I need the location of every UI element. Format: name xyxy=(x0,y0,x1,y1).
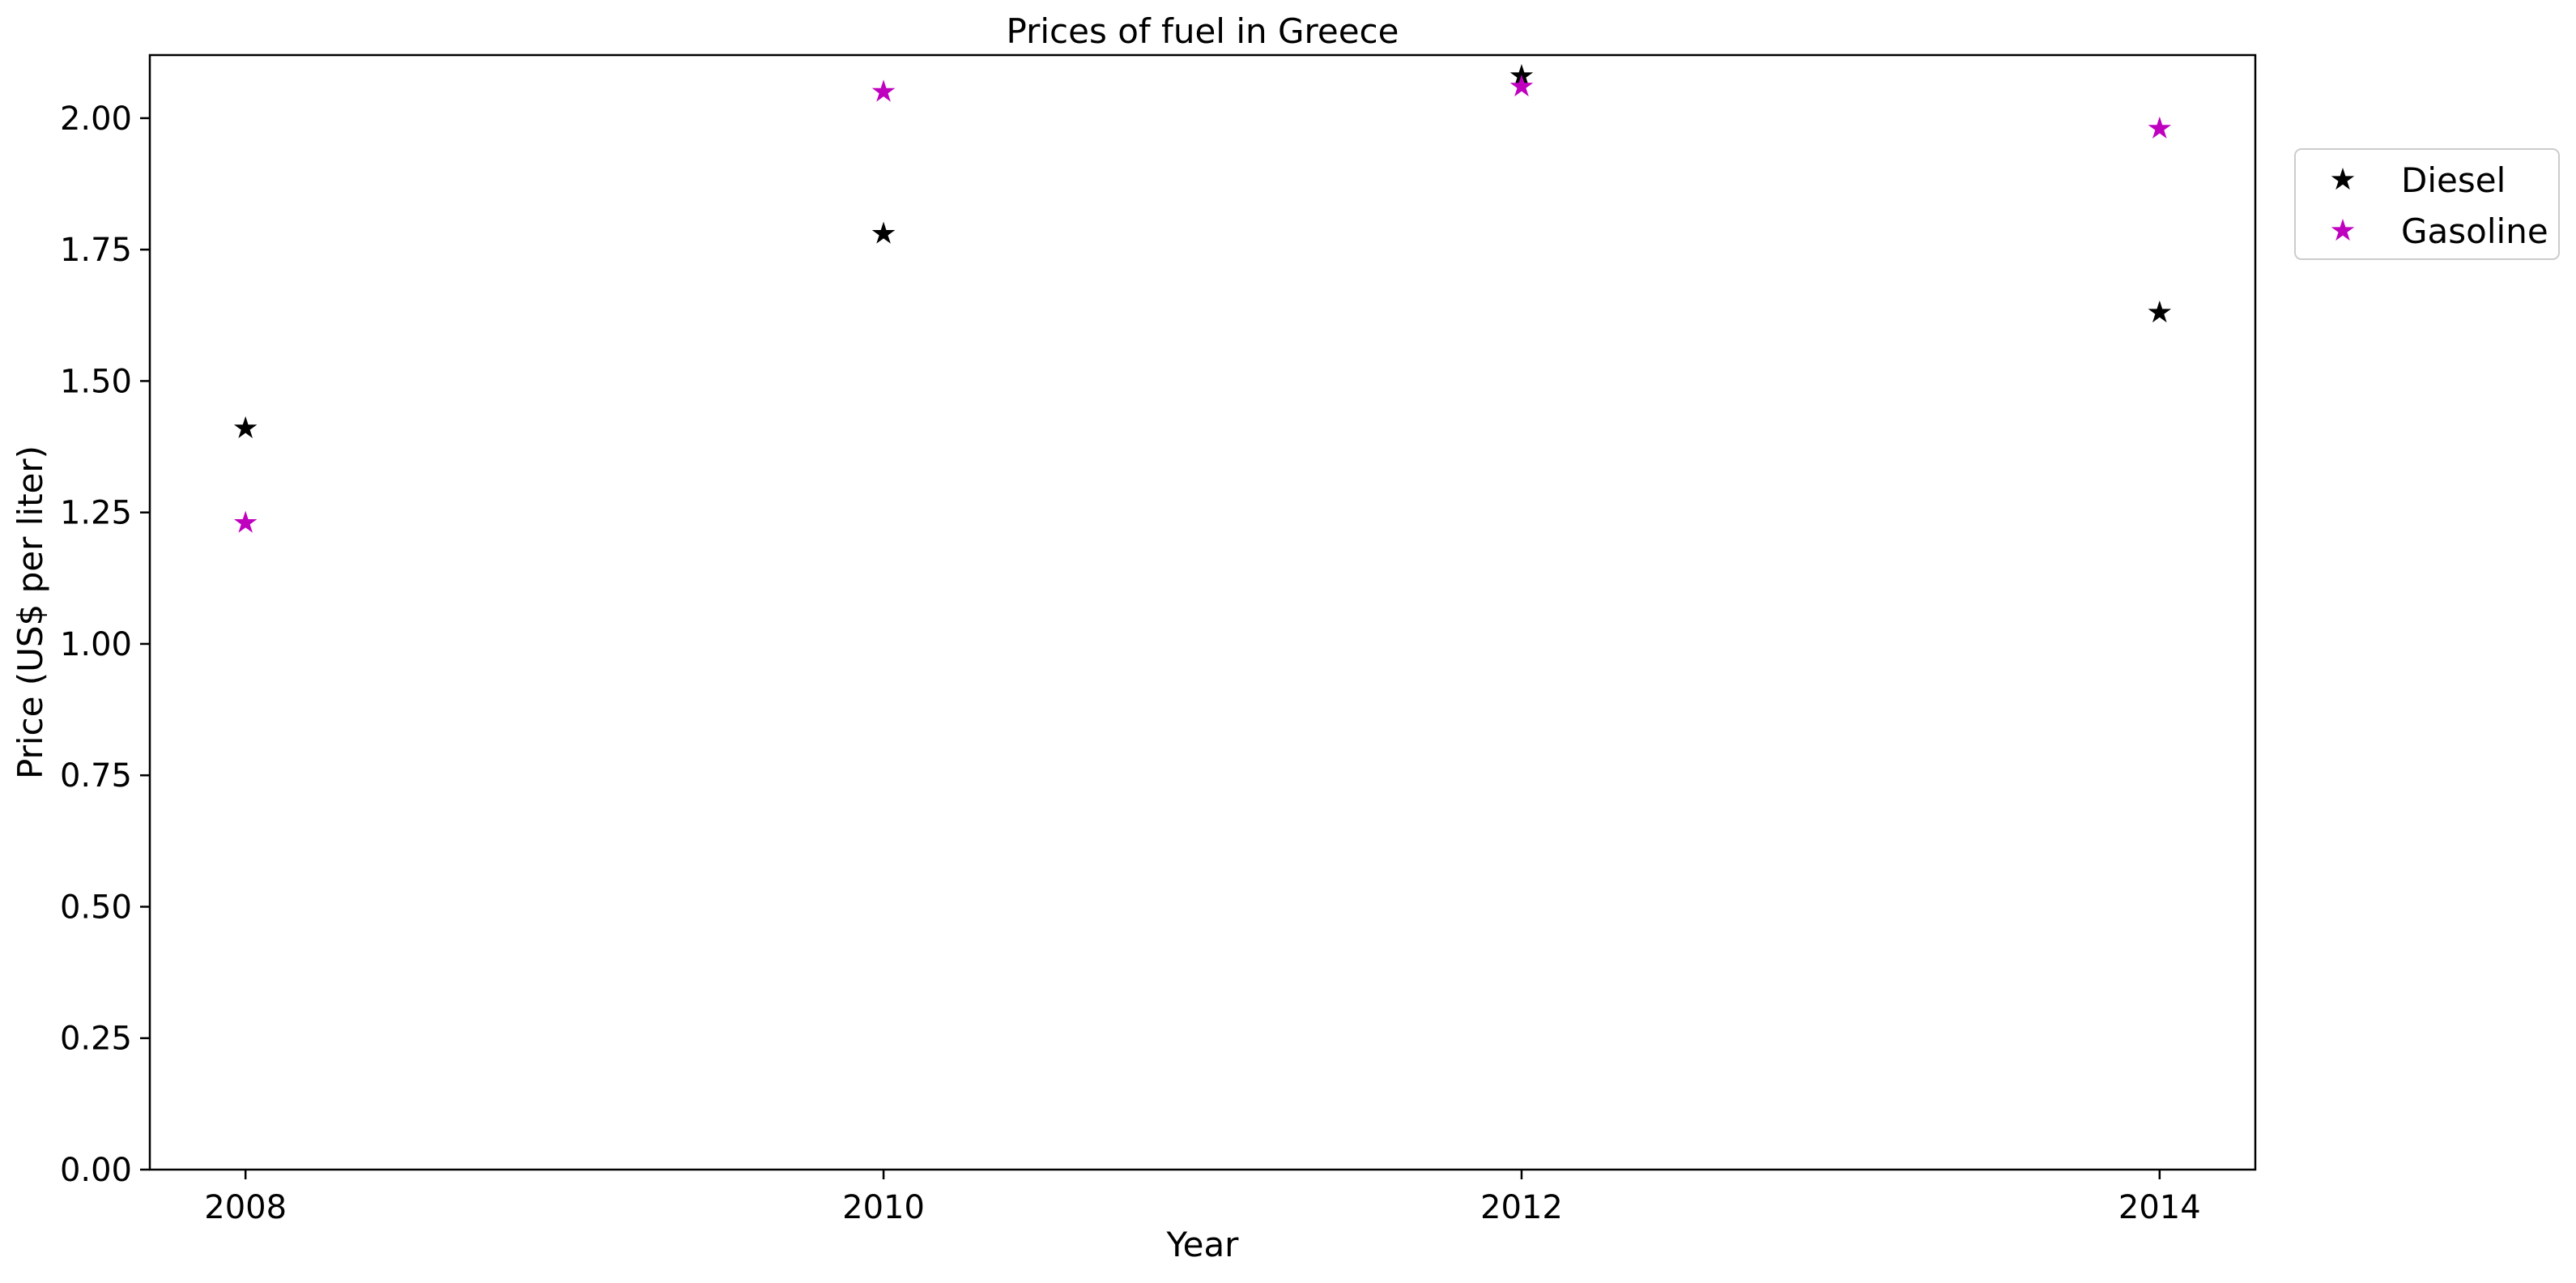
point-gasoline-2010 xyxy=(871,79,896,102)
legend-marker-diesel xyxy=(2331,168,2355,190)
legend-marker-gasoline xyxy=(2331,219,2355,241)
x-tick-label: 2014 xyxy=(2118,1189,2201,1226)
x-axis: 2008 2010 2012 2014 xyxy=(204,1170,2201,1226)
y-tick-label: 1.75 xyxy=(60,232,132,269)
y-tick-label: 0.50 xyxy=(60,889,132,926)
point-diesel-2008 xyxy=(233,416,258,438)
point-gasoline-2008 xyxy=(233,510,258,533)
y-axis: 0.00 0.25 0.50 0.75 1.00 1.25 1.50 1.75 2.00 xyxy=(60,100,150,1189)
y-tick-label: 1.25 xyxy=(60,495,132,532)
x-tick-label: 2008 xyxy=(204,1189,287,1226)
point-diesel-2010 xyxy=(871,221,896,244)
legend-label-diesel: Diesel xyxy=(2401,160,2506,200)
series-gasoline xyxy=(233,74,2172,533)
y-tick-label: 2.00 xyxy=(60,100,132,138)
y-tick-label: 1.00 xyxy=(60,626,132,663)
point-gasoline-2012 xyxy=(1509,74,1534,97)
plot-area-frame xyxy=(148,53,2257,1171)
y-axis-label: Price (US$ per liter) xyxy=(11,445,50,779)
data-points xyxy=(233,63,2172,533)
y-tick-label: 1.50 xyxy=(60,363,132,400)
chart-title: Prices of fuel in Greece xyxy=(1007,11,1399,51)
series-diesel xyxy=(233,63,2172,438)
y-tick-label: 0.75 xyxy=(60,757,132,795)
legend-label-gasoline: Gasoline xyxy=(2401,211,2548,251)
x-axis-label: Year xyxy=(1166,1225,1240,1264)
x-tick-label: 2012 xyxy=(1480,1189,1563,1226)
x-tick-label: 2010 xyxy=(842,1189,925,1226)
point-diesel-2014 xyxy=(2148,301,2172,323)
point-gasoline-2014 xyxy=(2148,116,2172,139)
y-tick-label: 0.25 xyxy=(60,1021,132,1058)
legend-box xyxy=(2294,148,2560,260)
y-tick-label: 0.00 xyxy=(60,1152,132,1189)
legend: Diesel Gasoline xyxy=(2294,148,2560,260)
